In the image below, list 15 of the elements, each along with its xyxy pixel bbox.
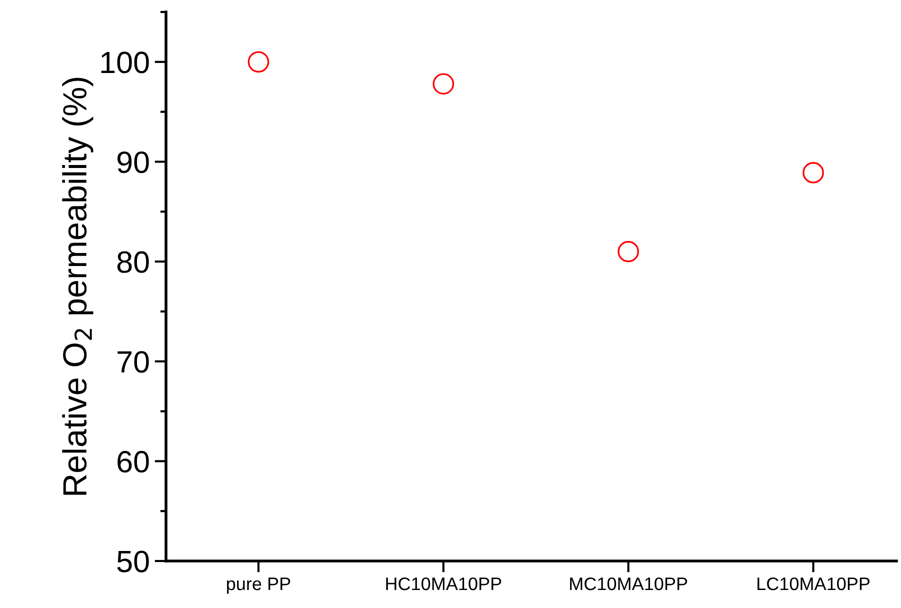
y-tick-label: 70 xyxy=(118,351,149,373)
x-tick-label: LC10MA10PP xyxy=(758,577,870,590)
point xyxy=(248,51,270,73)
x-tick-label: MC10MA10PP xyxy=(570,577,688,590)
point xyxy=(802,162,824,184)
y-tick-label: 80 xyxy=(117,251,149,273)
x-tick-label: pure PP xyxy=(227,578,290,594)
y-tick-label: 50 xyxy=(117,550,149,572)
y-tick-label: 100 xyxy=(101,52,149,74)
y-tick-label: 90 xyxy=(117,151,149,174)
y-tick-label: 60 xyxy=(118,450,149,473)
point xyxy=(432,73,454,95)
y-axis-title: Relative O$_{2}$ permeability (%) xyxy=(62,78,94,495)
x-tick-label: HC10MA10PP xyxy=(386,577,502,590)
point xyxy=(618,240,639,262)
